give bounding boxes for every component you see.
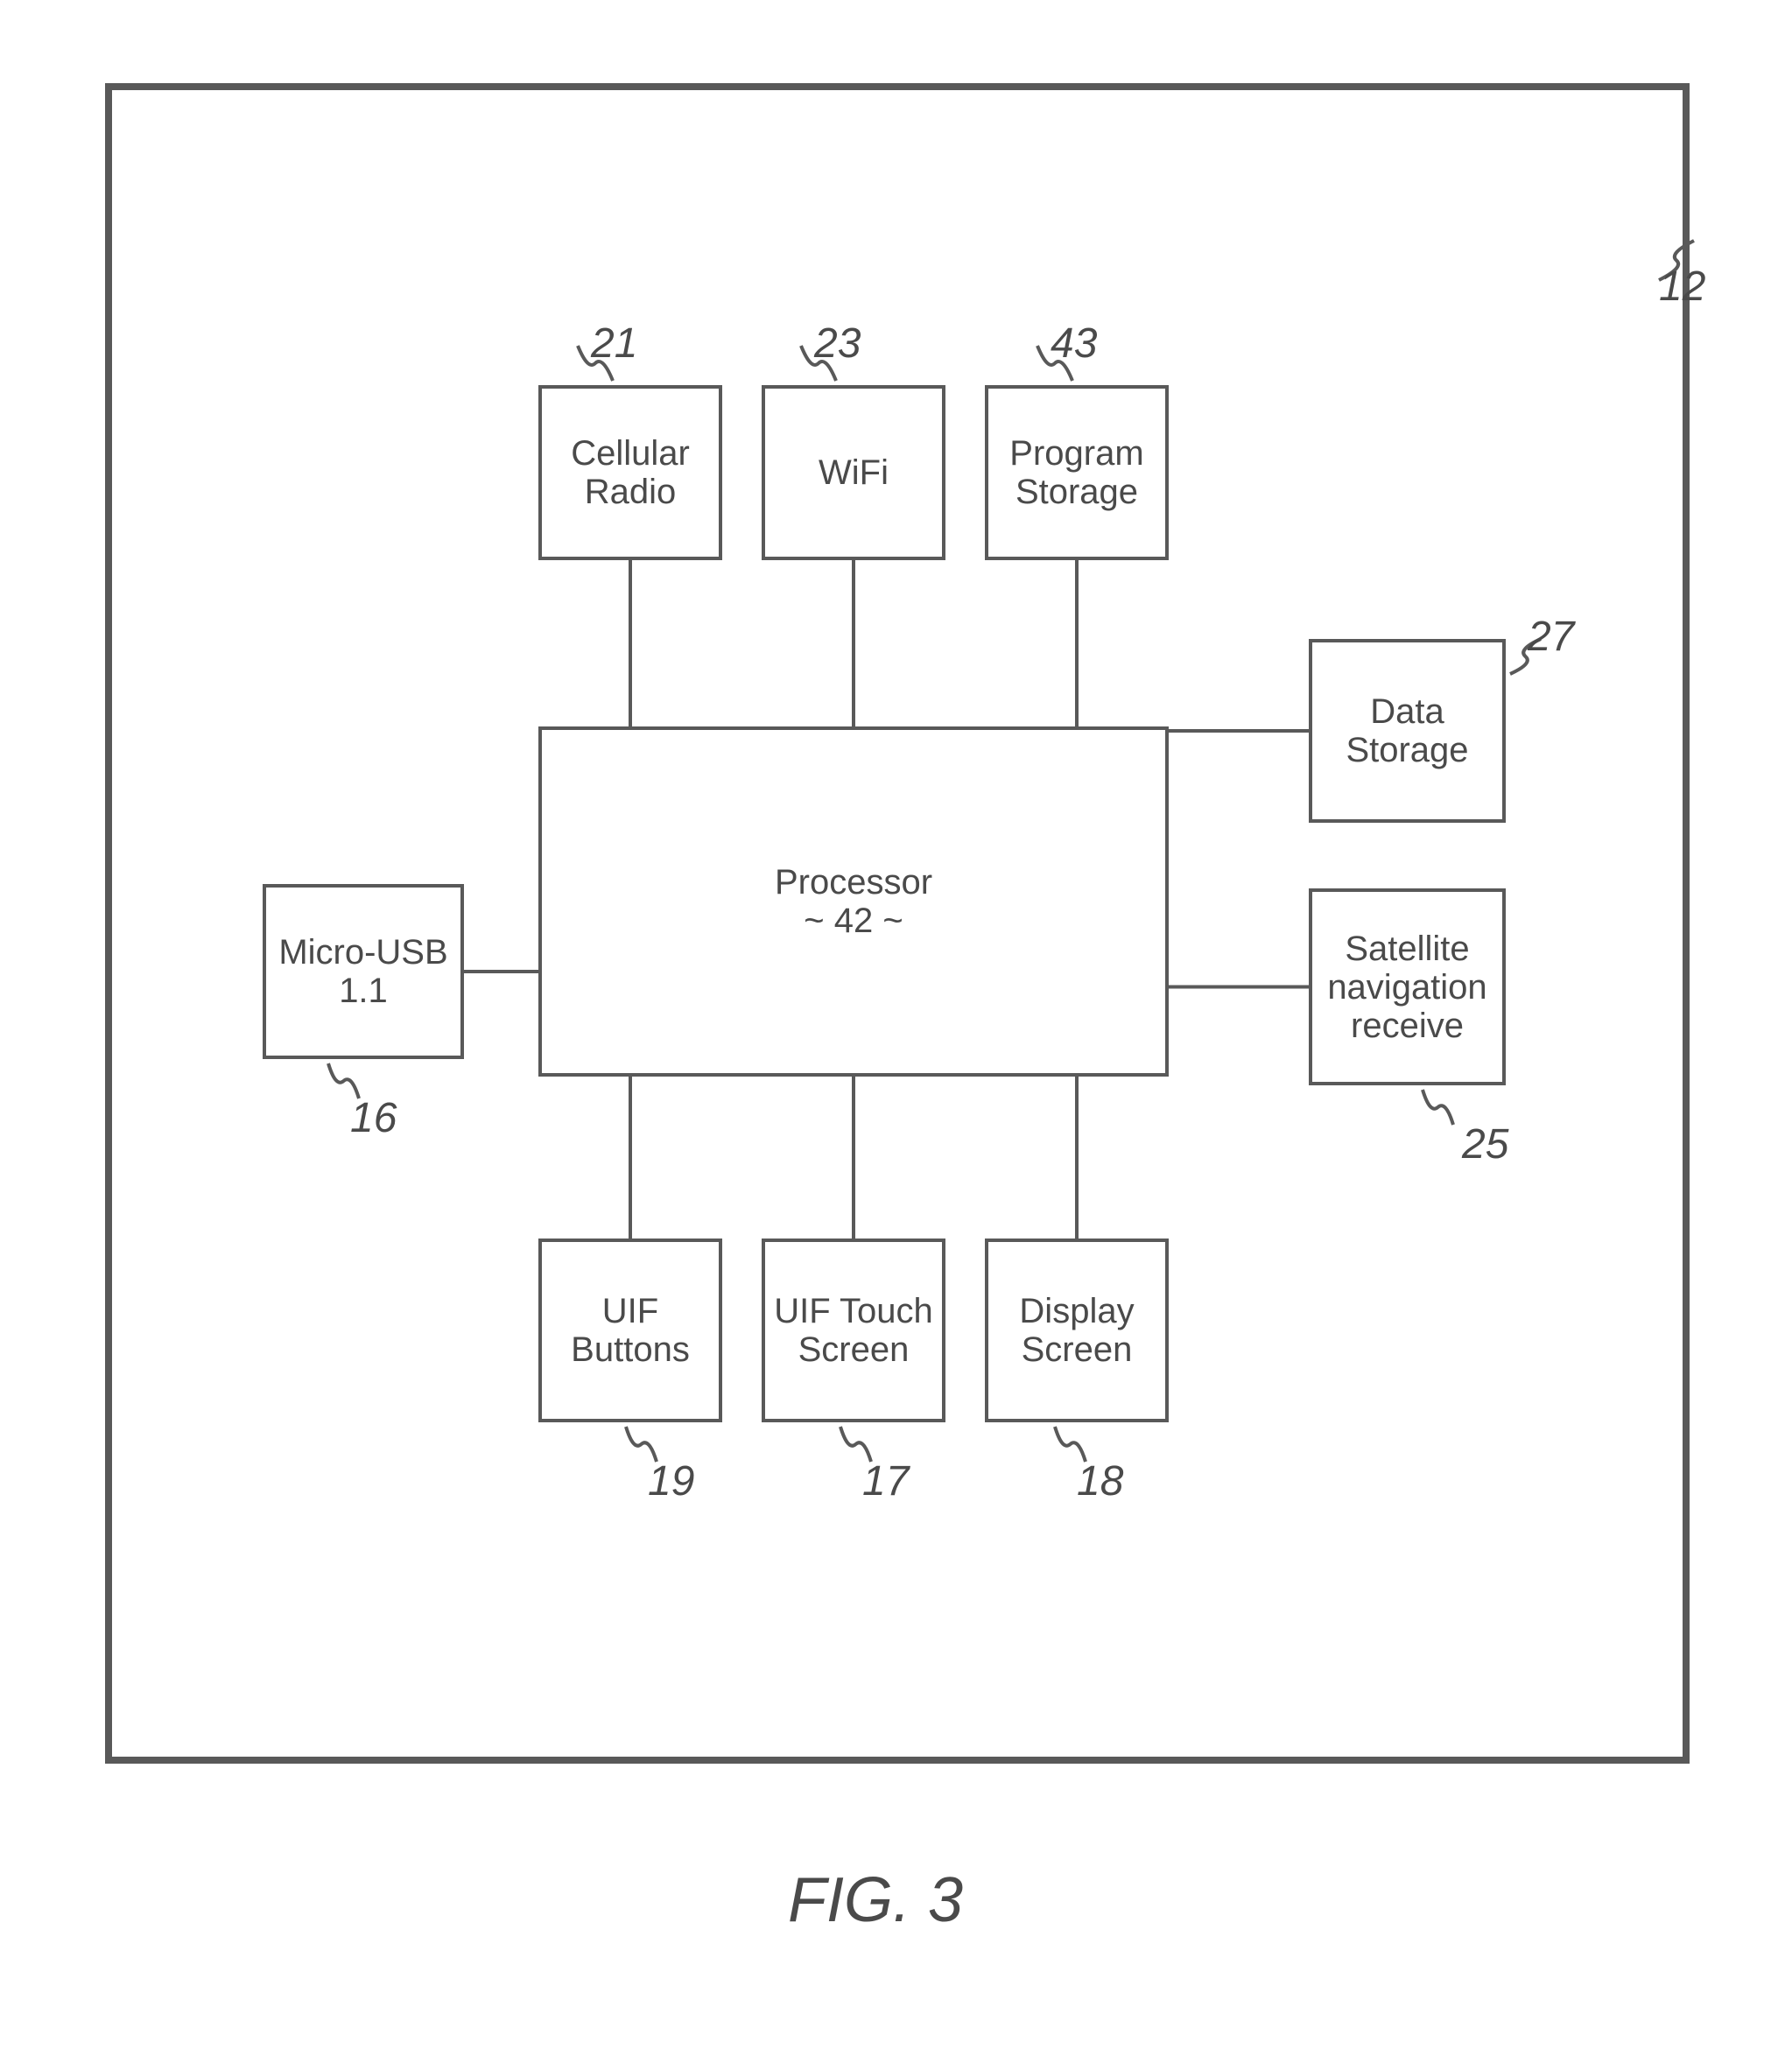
node-satellite-nav: Satellitenavigationreceive xyxy=(1309,888,1506,1085)
figure-caption: FIG. 3 xyxy=(788,1864,963,1936)
ref-uif-buttons: 19 xyxy=(648,1457,694,1505)
ref-data-storage: 27 xyxy=(1528,613,1574,661)
node-uif-touch-screen: UIF TouchScreen xyxy=(762,1239,945,1422)
node-text-line: Processor xyxy=(775,863,932,902)
node-text-line: Data xyxy=(1370,692,1444,731)
node-text-line: Cellular xyxy=(571,434,690,473)
node-text-line: Micro-USB xyxy=(278,933,447,972)
node-program-storage: ProgramStorage xyxy=(985,385,1169,560)
ref-uif-touch-screen: 17 xyxy=(862,1457,909,1505)
node-text-line: Satellite xyxy=(1345,930,1469,968)
node-text-line: Storage xyxy=(1015,473,1138,511)
ref-wifi: 23 xyxy=(814,319,861,368)
node-text-line: Radio xyxy=(585,473,677,511)
node-data-storage: DataStorage xyxy=(1309,639,1506,823)
node-text-line: WiFi xyxy=(819,453,889,492)
node-text-line: Storage xyxy=(1346,731,1468,769)
node-text-line: UIF xyxy=(602,1292,658,1330)
node-micro-usb: Micro-USB1.1 xyxy=(263,884,464,1059)
node-text-line: Buttons xyxy=(571,1330,690,1369)
diagram-canvas: Micro-USB1.1 CellularRadio WiFi ProgramS… xyxy=(0,0,1792,2049)
node-text-line: Program xyxy=(1009,434,1143,473)
node-text-line: Screen xyxy=(1022,1330,1133,1369)
ref-micro-usb: 16 xyxy=(350,1094,397,1142)
ref-figure-12: 12 xyxy=(1659,263,1705,311)
node-text-line: receive xyxy=(1351,1007,1464,1045)
node-text-line: Display xyxy=(1019,1292,1134,1330)
node-text-line: UIF Touch xyxy=(774,1292,933,1330)
node-uif-buttons: UIFButtons xyxy=(538,1239,722,1422)
ref-display-screen: 18 xyxy=(1077,1457,1123,1505)
node-text-line: navigation xyxy=(1327,968,1486,1007)
node-text-line: ~ 42 ~ xyxy=(804,902,903,940)
node-text-line: Screen xyxy=(798,1330,910,1369)
ref-cellular-radio: 21 xyxy=(591,319,637,368)
ref-satellite-nav: 25 xyxy=(1462,1120,1508,1168)
ref-program-storage: 43 xyxy=(1051,319,1097,368)
node-text-line: 1.1 xyxy=(339,972,388,1010)
node-wifi: WiFi xyxy=(762,385,945,560)
node-processor: Processor~ 42 ~ xyxy=(538,726,1169,1077)
node-cellular-radio: CellularRadio xyxy=(538,385,722,560)
node-display-screen: DisplayScreen xyxy=(985,1239,1169,1422)
